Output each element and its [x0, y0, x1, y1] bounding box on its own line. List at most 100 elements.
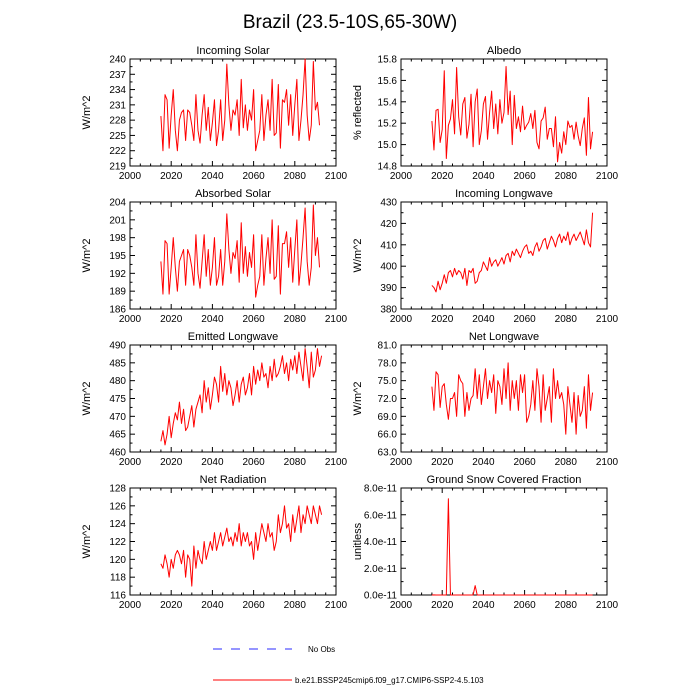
- x-tick-label: 2060: [513, 171, 536, 182]
- x-tick-label: 2080: [284, 314, 307, 325]
- y-axis-label: W/m^2: [81, 239, 93, 273]
- legend-model-label: b.e21.BSSP245cmip6.f09_g17.CMIP6-SSP2-4.…: [295, 676, 484, 685]
- y-tick-label: 470: [109, 412, 126, 423]
- x-tick-label: 2080: [555, 457, 578, 468]
- y-tick-label: 118: [110, 573, 126, 584]
- y-tick-label: 6.0e-11: [364, 510, 398, 521]
- y-tick-label: 228: [109, 116, 126, 127]
- y-tick-label: 116: [110, 591, 126, 602]
- series-line-b-e21-bssp245cmip6-f09-g17-cmip6-ssp2-4-5-103: [431, 362, 594, 435]
- series-line-b-e21-bssp245cmip6-f09-g17-cmip6-ssp2-4-5-103: [160, 58, 321, 152]
- panel-title: Incoming Solar: [196, 45, 270, 57]
- y-tick-label: 69.0: [378, 412, 398, 423]
- y-tick-label: 124: [109, 519, 126, 530]
- x-tick-label: 2040: [472, 314, 495, 325]
- y-axis-label: W/m^2: [81, 382, 93, 416]
- x-tick-label: 2020: [160, 600, 183, 611]
- y-tick-label: 15.8: [378, 55, 398, 66]
- y-tick-label: 128: [109, 484, 126, 495]
- x-tick-label: 2060: [242, 457, 265, 468]
- y-tick-label: 400: [380, 262, 397, 273]
- y-tick-label: 234: [109, 85, 126, 96]
- x-tick-label: 2060: [242, 171, 265, 182]
- panel-emitted-longwave: Emitted Longwave 2000 2020 2040 2060 2080 2100…: [81, 331, 348, 468]
- legend: No Obs b.e21.BSSP245cmip6.f09_g17.CMIP6-…: [213, 645, 484, 685]
- y-tick-label: 0.0e-11: [364, 591, 398, 602]
- x-tick-label: 2100: [325, 314, 348, 325]
- x-tick-label: 2060: [242, 600, 265, 611]
- panel-title: Ground Snow Covered Fraction: [427, 474, 582, 486]
- y-tick-label: 420: [380, 219, 397, 230]
- x-tick-label: 2100: [596, 171, 619, 182]
- y-tick-label: 201: [109, 215, 126, 226]
- x-tick-label: 2020: [431, 314, 454, 325]
- plot-frame: [400, 487, 608, 596]
- y-tick-label: 410: [380, 240, 397, 251]
- y-tick-label: 237: [109, 70, 126, 81]
- y-tick-label: 120: [109, 555, 126, 566]
- series-line-b-e21-bssp245cmip6-f09-g17-cmip6-ssp2-4-5-103: [160, 204, 321, 298]
- x-tick-label: 2040: [472, 600, 495, 611]
- panel-absorbed-solar: Absorbed Solar 2000 2020 2040 2060 2080 2100 18…: [81, 188, 348, 325]
- panel-albedo: Albedo 2000 2020 2040 2060 2080 2100 14.8 15.0 15…: [352, 45, 619, 182]
- x-tick-label: 2100: [325, 457, 348, 468]
- y-tick-label: 430: [380, 198, 397, 209]
- y-tick-label: 240: [109, 55, 126, 66]
- y-tick-label: 485: [109, 358, 126, 369]
- y-tick-label: 204: [109, 198, 126, 209]
- y-tick-label: 14.8: [378, 162, 398, 173]
- x-tick-label: 2100: [325, 171, 348, 182]
- y-tick-label: 219: [109, 162, 126, 173]
- x-tick-label: 2040: [201, 171, 224, 182]
- panel-ground-snow-covered-fraction: Ground Snow Covered Fraction 2000 2020 2040…: [352, 474, 619, 611]
- y-tick-label: 72.0: [378, 394, 398, 405]
- y-tick-label: 460: [109, 448, 126, 459]
- panels: Incoming Solar 2000 2020 2040 2060 2080 2100 21…: [81, 45, 619, 611]
- figure-title: Brazil (23.5-10S,65-30W): [243, 12, 457, 33]
- y-axis-label: % reflected: [352, 85, 364, 140]
- x-tick-label: 2020: [431, 457, 454, 468]
- y-tick-label: 122: [109, 537, 126, 548]
- y-tick-label: 490: [109, 341, 126, 352]
- panel-net-radiation: Net Radiation 2000 2020 2040 2060 2080 2100 116…: [81, 474, 348, 611]
- plot-frame: [129, 487, 337, 596]
- x-tick-label: 2100: [325, 600, 348, 611]
- legend-no-obs-label: No Obs: [308, 645, 335, 654]
- y-axis-label: W/m^2: [81, 525, 93, 559]
- x-tick-label: 2000: [119, 171, 142, 182]
- y-axis-label: W/m^2: [81, 96, 93, 130]
- x-tick-label: 2000: [390, 457, 413, 468]
- y-tick-label: 192: [109, 269, 126, 280]
- x-tick-label: 2000: [119, 600, 142, 611]
- y-tick-label: 380: [380, 305, 397, 316]
- x-tick-label: 2080: [284, 600, 307, 611]
- x-tick-label: 2100: [596, 457, 619, 468]
- x-tick-label: 2000: [119, 314, 142, 325]
- y-tick-label: 465: [109, 430, 126, 441]
- x-tick-label: 2020: [431, 171, 454, 182]
- y-tick-label: 4.0e-11: [364, 537, 398, 548]
- y-tick-label: 8.0e-11: [364, 484, 398, 495]
- y-tick-label: 15.2: [378, 119, 398, 130]
- y-tick-label: 198: [109, 233, 126, 244]
- x-tick-label: 2080: [555, 171, 578, 182]
- series-line-b-e21-bssp245cmip6-f09-g17-cmip6-ssp2-4-5-103: [431, 498, 593, 596]
- y-tick-label: 66.0: [378, 430, 398, 441]
- y-tick-label: 2.0e-11: [364, 564, 398, 575]
- y-tick-label: 195: [109, 251, 126, 262]
- y-tick-label: 75.0: [378, 376, 398, 387]
- x-tick-label: 2080: [555, 600, 578, 611]
- x-tick-label: 2000: [390, 314, 413, 325]
- panel-title: Emitted Longwave: [188, 331, 279, 343]
- x-tick-label: 2000: [390, 600, 413, 611]
- series-line-b-e21-bssp245cmip6-f09-g17-cmip6-ssp2-4-5-103: [160, 348, 323, 446]
- x-tick-label: 2020: [431, 600, 454, 611]
- series-line-b-e21-bssp245cmip6-f09-g17-cmip6-ssp2-4-5-103: [160, 505, 323, 587]
- series-line-b-e21-bssp245cmip6-f09-g17-cmip6-ssp2-4-5-103: [431, 65, 594, 163]
- y-tick-label: 222: [109, 146, 126, 157]
- x-tick-label: 2040: [201, 314, 224, 325]
- x-tick-label: 2060: [513, 457, 536, 468]
- y-tick-label: 15.4: [378, 97, 398, 108]
- y-tick-label: 480: [109, 376, 126, 387]
